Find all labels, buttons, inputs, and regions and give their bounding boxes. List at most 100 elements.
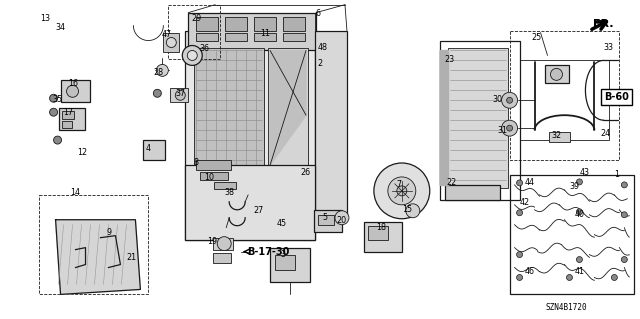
Text: 26: 26: [300, 168, 310, 177]
Circle shape: [611, 274, 618, 280]
Bar: [225, 33, 247, 41]
Text: 28: 28: [154, 68, 163, 77]
Text: 11: 11: [260, 29, 270, 38]
Circle shape: [406, 204, 420, 218]
Text: 41: 41: [575, 267, 584, 276]
Text: 40: 40: [575, 210, 584, 219]
Text: 35: 35: [52, 95, 63, 104]
Text: 34: 34: [56, 23, 65, 32]
Polygon shape: [56, 220, 140, 294]
Circle shape: [154, 89, 161, 97]
Circle shape: [516, 274, 522, 280]
Bar: [195, 48, 264, 168]
Bar: [270, 248, 310, 282]
Text: FR.: FR.: [593, 19, 614, 29]
Bar: [163, 33, 179, 52]
Text: 7: 7: [396, 180, 401, 189]
Text: 21: 21: [126, 253, 136, 262]
Text: B-60: B-60: [604, 92, 628, 102]
Circle shape: [507, 97, 513, 103]
Bar: [268, 48, 308, 168]
Circle shape: [182, 46, 202, 65]
Circle shape: [516, 180, 522, 186]
Circle shape: [516, 210, 522, 216]
Polygon shape: [440, 50, 448, 185]
Text: 46: 46: [525, 267, 534, 276]
Text: 22: 22: [447, 178, 457, 187]
Text: 38: 38: [224, 188, 234, 197]
Text: 42: 42: [520, 198, 530, 207]
Bar: [196, 17, 218, 31]
Bar: [59, 108, 84, 130]
Circle shape: [388, 177, 416, 205]
Text: 10: 10: [204, 174, 214, 182]
Circle shape: [397, 186, 407, 196]
Bar: [170, 88, 188, 102]
Bar: [213, 253, 231, 263]
Text: 15: 15: [402, 205, 412, 214]
Circle shape: [577, 256, 582, 263]
Text: 12: 12: [77, 147, 88, 157]
Text: 48: 48: [318, 43, 328, 52]
Bar: [545, 65, 570, 83]
Circle shape: [621, 182, 627, 188]
Circle shape: [566, 274, 572, 280]
Bar: [61, 121, 72, 128]
Bar: [214, 182, 236, 189]
Text: 6: 6: [316, 9, 321, 18]
Bar: [213, 238, 233, 249]
Circle shape: [516, 252, 522, 257]
Bar: [314, 210, 342, 232]
Text: 44: 44: [525, 178, 534, 187]
Bar: [196, 160, 231, 170]
Circle shape: [577, 179, 582, 185]
Text: 19: 19: [207, 237, 218, 246]
Bar: [254, 17, 276, 31]
Bar: [364, 222, 402, 252]
Bar: [225, 17, 247, 31]
Bar: [200, 172, 228, 180]
Bar: [315, 31, 347, 215]
Circle shape: [156, 64, 168, 76]
Bar: [143, 140, 165, 160]
Text: 30: 30: [493, 95, 502, 104]
Bar: [61, 111, 74, 119]
Bar: [509, 175, 634, 294]
Bar: [38, 195, 148, 294]
Text: 32: 32: [552, 130, 561, 140]
Circle shape: [374, 163, 430, 219]
Text: 13: 13: [40, 14, 51, 23]
Circle shape: [188, 50, 197, 60]
Bar: [275, 255, 295, 270]
Text: 18: 18: [376, 223, 386, 232]
Bar: [368, 226, 388, 240]
Bar: [61, 80, 90, 102]
Circle shape: [217, 237, 231, 251]
Circle shape: [67, 85, 79, 97]
Bar: [186, 31, 315, 240]
Text: 2: 2: [317, 59, 323, 68]
Text: 17: 17: [63, 108, 74, 117]
Bar: [448, 48, 508, 188]
Bar: [520, 60, 609, 140]
Bar: [186, 165, 315, 240]
Bar: [196, 33, 218, 41]
Text: 47: 47: [161, 30, 172, 39]
Text: 45: 45: [277, 219, 287, 228]
Text: 14: 14: [70, 188, 81, 197]
Circle shape: [621, 256, 627, 263]
Text: 1: 1: [614, 170, 619, 179]
Circle shape: [621, 212, 627, 218]
Text: 27: 27: [253, 206, 263, 215]
Text: 39: 39: [570, 182, 579, 191]
Circle shape: [49, 108, 58, 116]
Text: 36: 36: [199, 44, 209, 53]
Circle shape: [49, 94, 58, 102]
Text: 37: 37: [175, 89, 186, 98]
Circle shape: [507, 125, 513, 131]
Bar: [509, 31, 620, 160]
Bar: [254, 33, 276, 41]
Bar: [318, 215, 334, 225]
Circle shape: [175, 90, 186, 100]
Text: 25: 25: [531, 33, 541, 42]
